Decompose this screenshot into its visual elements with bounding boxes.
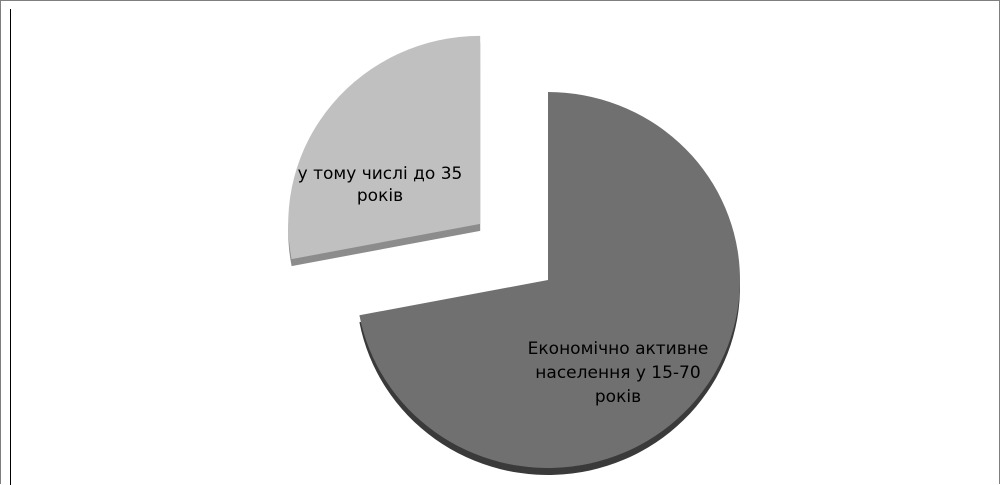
pie-slice-1 (359, 92, 740, 468)
frame-divider (10, 9, 11, 485)
pie-slice-2 (288, 35, 481, 260)
pie-labels-layer: Економічно активне населення у 15-70 років… (298, 164, 709, 407)
pie-slice-label-line: Економічно активне (528, 339, 709, 359)
pie-slice-label-line: років (595, 387, 641, 407)
pie-slice-label-2: у тому числі до 35 років (298, 164, 463, 206)
pie-slice-label-line: у тому числі до 35 (298, 164, 463, 184)
pie-slices-layer (288, 35, 740, 468)
pie-slice-label-line: населення у 15-70 (535, 363, 700, 383)
pie-slice-label-line: років (357, 186, 403, 206)
pie-slice-label-1: Економічно активне населення у 15-70 років (528, 339, 709, 407)
